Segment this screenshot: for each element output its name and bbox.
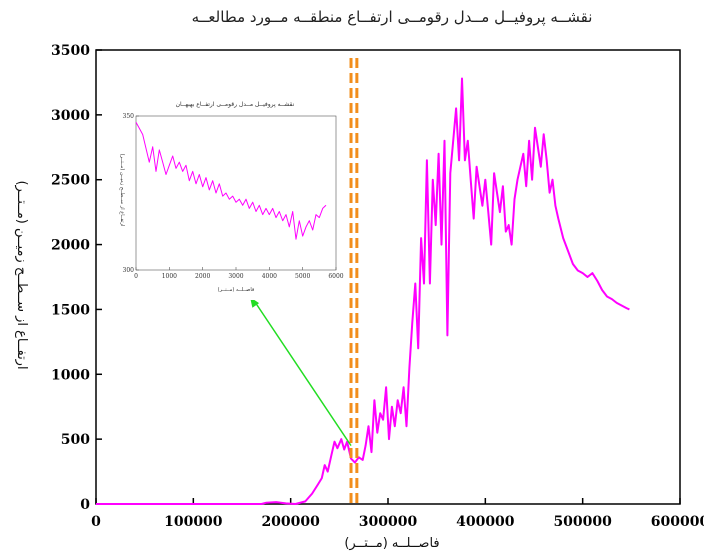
inset-x-tick-label: 0 [134, 273, 138, 280]
y-tick-label: 1000 [51, 367, 90, 383]
x-tick-label: 400000 [456, 514, 515, 530]
y-tick-label: 3000 [51, 108, 90, 124]
inset-x-axis: 0 1000 2000 3000 4000 5000 6000 [134, 267, 344, 280]
inset-x-axis-label: فاصــلــه (مــتــر) [218, 287, 255, 293]
x-tick-label: 600000 [651, 514, 704, 530]
inset-background [114, 100, 344, 300]
inset-y-tick-label: 350 [123, 113, 135, 120]
main-series [96, 77, 630, 505]
x-tick-label: 300000 [359, 514, 418, 530]
x-tick-label: 200000 [261, 514, 320, 530]
inset-y-tick-label: 300 [123, 267, 135, 274]
x-axis: 0 100000 200000 300000 400000 500000 600000 [91, 498, 704, 530]
y-tick-label: 2500 [51, 173, 90, 189]
inset-x-tick-label: 3000 [228, 273, 243, 280]
y-tick-label: 1500 [51, 302, 90, 318]
inset-series [135, 121, 327, 240]
inset-series-line-0 [135, 121, 327, 240]
inset-x-tick-label: 2000 [195, 273, 210, 280]
inset-y-axis-label: ارتفــاع از ســطــح زمیــن (مــتــر) [119, 154, 125, 227]
inset-x-tick-label: 4000 [262, 273, 277, 280]
x-tick-label: 500000 [553, 514, 612, 530]
inset-chart: نقشــه پروفیــل مــدل رقومــی ارتفــاع ب… [114, 100, 344, 300]
y-tick-label: 500 [61, 432, 90, 448]
inset-x-tick-label: 5000 [295, 273, 310, 280]
x-tick-label: 100000 [164, 514, 223, 530]
series-line-0 [96, 77, 630, 505]
y-axis-label: ارتفــاع از ســطــح زمیــن (مــتــر) [14, 180, 29, 369]
y-axis: 0 500 1000 1500 2000 2500 3000 3500 [51, 43, 102, 513]
inset-title: نقشــه پروفیــل مــدل رقومــی ارتفــاع ب… [176, 101, 295, 108]
y-tick-label: 0 [80, 497, 90, 513]
inset-y-axis: 300 350 [123, 113, 139, 274]
y-tick-label: 2000 [51, 238, 90, 254]
y-tick-label: 3500 [51, 43, 90, 59]
inset-x-tick-label: 6000 [328, 273, 343, 280]
arrow-line [254, 301, 352, 447]
x-axis-label: فاصــلــه (مــتــر) [344, 536, 439, 551]
inset-x-tick-label: 1000 [162, 273, 177, 280]
chart-title: نقشــه پروفیــل مــدل رقومــی ارتفــاع م… [192, 8, 593, 27]
x-tick-label: 0 [91, 514, 101, 530]
